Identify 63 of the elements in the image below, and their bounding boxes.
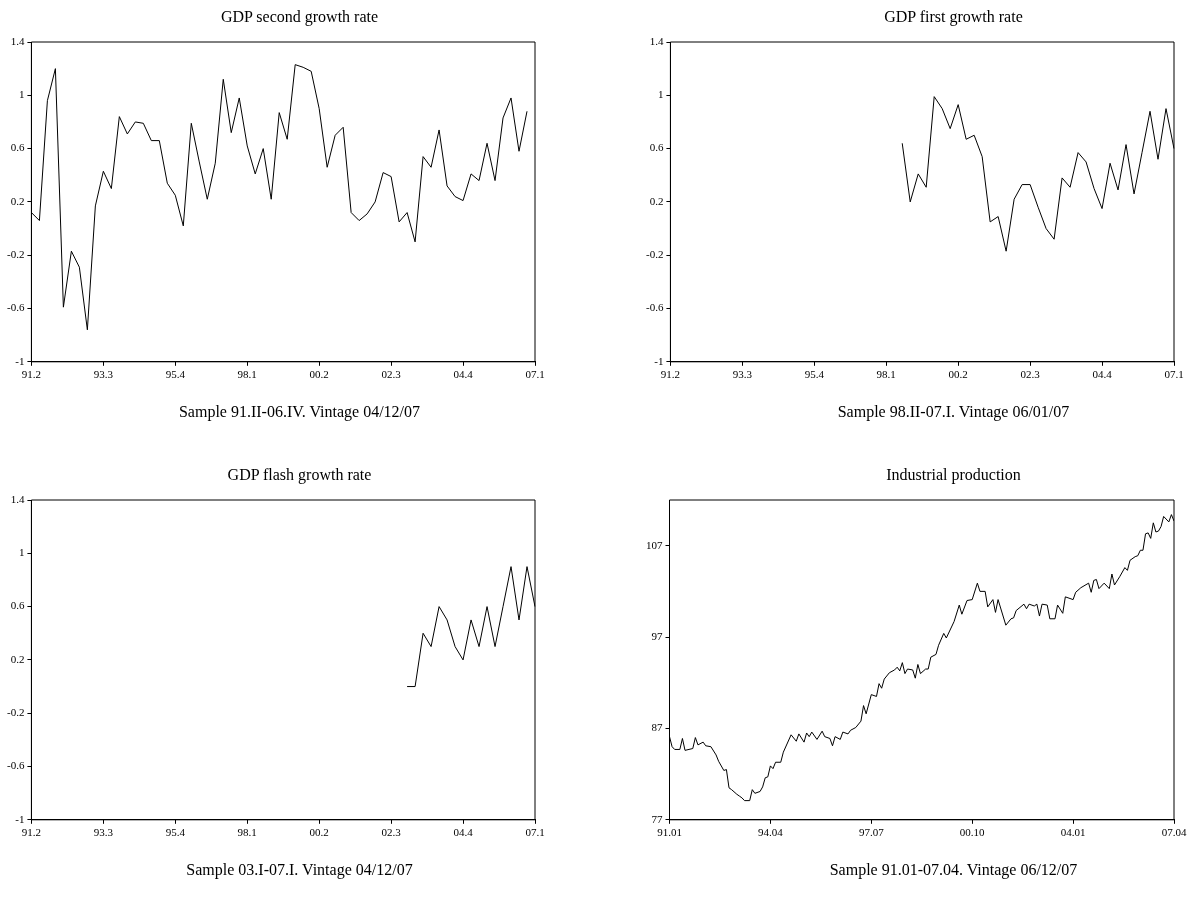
y-tick-label: -1	[15, 354, 25, 367]
x-tick-label: 91.2	[660, 368, 681, 381]
y-tick-label: 97	[651, 629, 663, 642]
x-tick-label: 93.3	[93, 368, 114, 381]
chart-title: GDP second growth rate	[219, 8, 380, 28]
x-tick-label: 07.1	[525, 826, 545, 839]
x-tick-label: 04.4	[453, 826, 474, 839]
x-tick-label: 07.04	[1161, 826, 1187, 839]
x-tick-label: 04.4	[453, 368, 474, 381]
y-tick-label: 0.2	[10, 194, 25, 207]
x-tick-label: 93.3	[732, 368, 753, 381]
text: Sample 91.01-07.04. Vintage 06/12/07	[828, 861, 1079, 879]
chart-title: GDP flash growth rate	[226, 466, 373, 486]
x-tick-label: 98.1	[876, 368, 896, 381]
y-tick-label: -0.6	[645, 301, 664, 314]
y-tick-label: 1	[18, 546, 25, 559]
text: Sample 03.I-07.I. Vintage 04/12/07	[185, 861, 414, 879]
x-tick-label: 02.3	[1020, 368, 1041, 381]
x-tick-label: 07.1	[525, 368, 545, 381]
y-tick-label: -1	[654, 354, 664, 367]
y-tick-label: 1.4	[10, 492, 25, 505]
y-tick-label: 107	[646, 538, 663, 551]
x-tick-label: 91.01	[657, 826, 682, 839]
y-tick-label: -0.2	[6, 706, 25, 719]
y-tick-label: 0.6	[10, 599, 25, 612]
y-tick-label: 77	[651, 812, 663, 825]
x-tick-label: 95.4	[165, 368, 186, 381]
y-tick-label: 1.4	[649, 34, 664, 47]
x-tick-label: 00.2	[309, 826, 329, 839]
y-tick-label: -0.6	[6, 759, 25, 772]
x-tick-label: 00.10	[959, 826, 986, 839]
y-tick-label: 0.2	[649, 194, 664, 207]
text: Sample 91.II-06.IV. Vintage 04/12/07	[177, 403, 422, 421]
x-tick-label: 00.2	[309, 368, 329, 381]
x-tick-label: 95.4	[804, 368, 825, 381]
x-tick-label: 91.2	[21, 826, 42, 839]
y-tick-label: 0.6	[649, 141, 664, 154]
y-tick-label: 87	[651, 721, 663, 734]
y-tick-label: -0.2	[645, 248, 664, 261]
x-tick-label: 97.07	[858, 826, 885, 839]
y-tick-label: 0.6	[10, 141, 25, 154]
x-tick-label: 02.3	[381, 826, 402, 839]
x-tick-label: 91.2	[21, 368, 42, 381]
x-tick-label: 94.04	[758, 826, 784, 839]
chart-title: Industrial production	[885, 466, 1022, 486]
x-tick-label: 98.1	[237, 826, 257, 839]
y-tick-label: -1	[15, 812, 25, 825]
x-tick-label: 98.1	[237, 368, 257, 381]
x-tick-label: 00.2	[948, 368, 968, 381]
y-tick-label: 1	[657, 88, 664, 101]
y-tick-label: 0.2	[10, 652, 25, 665]
x-tick-label: 93.3	[93, 826, 114, 839]
x-tick-label: 07.1	[1164, 368, 1184, 381]
x-tick-label: 04.4	[1092, 368, 1113, 381]
text: Sample 98.II-07.I. Vintage 06/01/07	[836, 403, 1071, 421]
x-tick-label: 04.01	[1060, 826, 1086, 839]
y-tick-label: 1.4	[10, 34, 25, 47]
y-tick-label: 1	[18, 88, 25, 101]
y-tick-label: -0.6	[6, 301, 25, 314]
chart-title: GDP first growth rate	[883, 8, 1024, 28]
x-tick-label: 02.3	[381, 368, 402, 381]
x-tick-label: 95.4	[165, 826, 186, 839]
y-tick-label: -0.2	[6, 248, 25, 261]
